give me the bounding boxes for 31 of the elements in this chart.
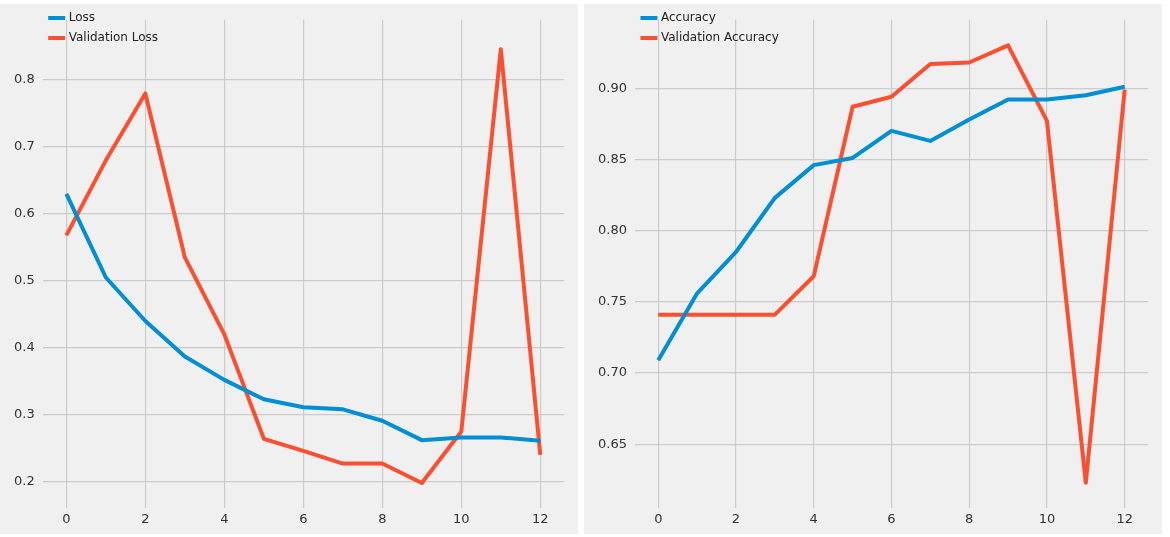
legend-label: Validation Loss: [68, 30, 159, 45]
x-tick-label: 8: [965, 510, 974, 526]
y-tick-label: 0.85: [597, 150, 627, 166]
x-tick-label: 2: [141, 510, 150, 526]
x-tick-label: 6: [299, 510, 308, 526]
y-tick-label: 0.90: [597, 79, 627, 95]
y-tick-label: 0.8: [13, 71, 35, 87]
x-tick-label: 0: [654, 510, 663, 526]
legend-label: Loss: [68, 10, 95, 25]
x-tick-label: 10: [453, 510, 470, 526]
y-tick-label: 0.70: [597, 364, 627, 380]
x-tick-label: 0: [62, 510, 71, 526]
y-tick-label: 0.65: [597, 435, 627, 451]
x-tick-label: 4: [220, 510, 229, 526]
y-tick-label: 0.75: [597, 293, 627, 309]
y-tick-label: 0.3: [13, 406, 35, 422]
x-tick-label: 6: [887, 510, 896, 526]
y-tick-label: 0.6: [13, 205, 35, 221]
x-tick-label: 2: [731, 510, 741, 526]
y-tick-label: 0.80: [597, 222, 627, 237]
y-tick-label: 0.5: [13, 272, 35, 288]
y-tick-label: 0.4: [13, 339, 35, 355]
x-tick-label: 10: [1038, 510, 1056, 526]
y-tick-label: 0.2: [13, 473, 35, 488]
y-tick-label: 0.7: [13, 138, 35, 154]
x-tick-label: 12: [1116, 510, 1133, 526]
x-tick-label: 8: [378, 510, 387, 526]
legend-label: Accuracy: [660, 10, 716, 25]
x-tick-label: 12: [532, 510, 549, 526]
legend-label: Validation Accuracy: [660, 30, 779, 45]
x-tick-label: 4: [809, 510, 818, 526]
